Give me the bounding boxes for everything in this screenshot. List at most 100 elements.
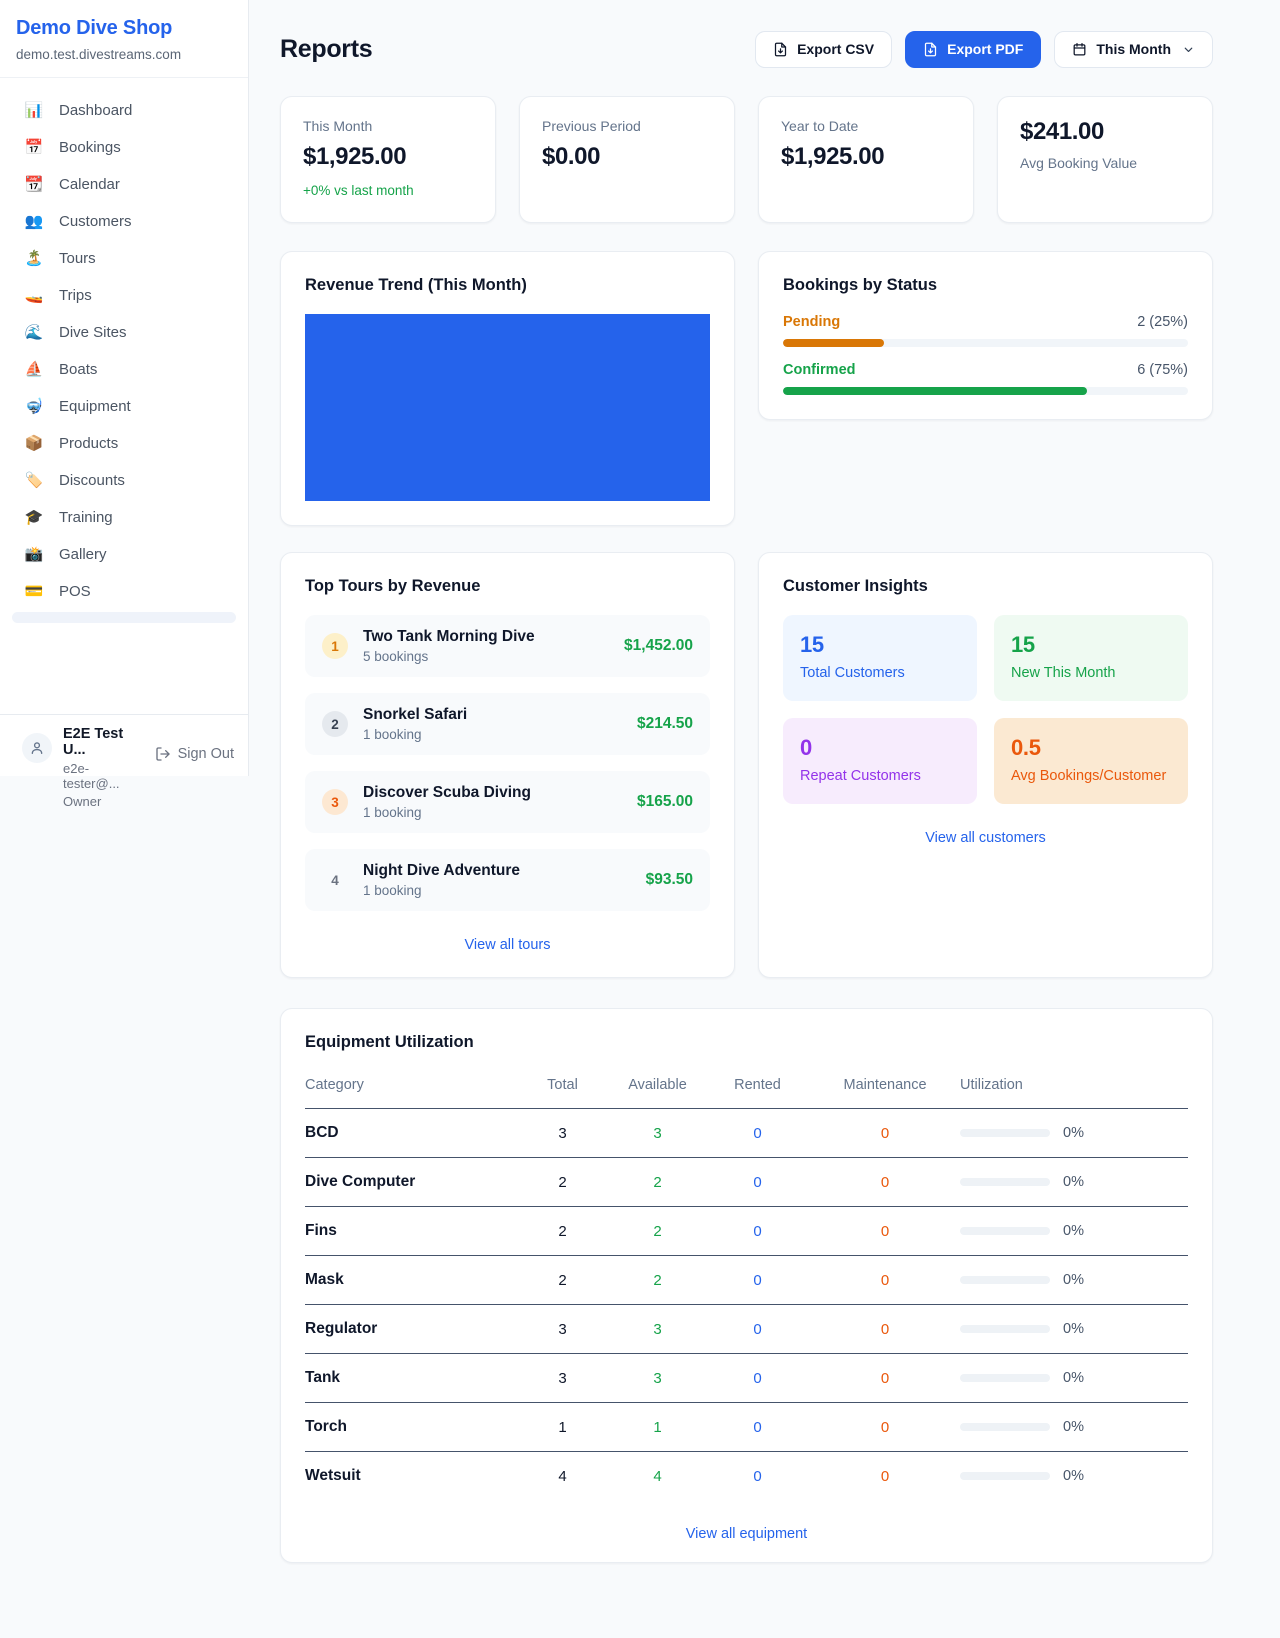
sidebar-item-bookings[interactable]: 📅 Bookings	[12, 129, 236, 166]
cell-total: 2	[515, 1255, 610, 1305]
cell-total: 2	[515, 1157, 610, 1207]
sidebar-item-pos[interactable]: 💳 POS	[12, 573, 236, 610]
nav-item-label: Tours	[59, 250, 96, 267]
nav-item-label: Gallery	[59, 546, 107, 563]
cell-category: Torch	[305, 1402, 515, 1452]
sidebar-item-reports-partial[interactable]	[12, 612, 236, 623]
stat-delta: +0% vs last month	[303, 183, 414, 198]
view-all-customers-link[interactable]: View all customers	[925, 830, 1046, 846]
period-select[interactable]: This Month	[1054, 30, 1213, 68]
cell-maintenance: 0	[810, 1108, 960, 1158]
cell-available: 3	[610, 1353, 705, 1403]
sidebar-item-dive-sites[interactable]: 🌊 Dive Sites	[12, 314, 236, 351]
utilization-cell: 0%	[960, 1125, 1188, 1141]
utilization-bar-track	[960, 1374, 1050, 1382]
status-bar-fill	[783, 339, 885, 347]
insight-value: 15	[800, 632, 824, 657]
utilization-bar-track	[960, 1178, 1050, 1186]
cell-category: Regulator	[305, 1304, 515, 1354]
utilization-bar-track	[960, 1472, 1050, 1480]
stat-label: Year to Date	[781, 118, 859, 134]
column-header-available: Available	[610, 1067, 705, 1109]
stat-card: This Month $1,925.00 +0% vs last month	[280, 96, 496, 223]
sign-out-label: Sign Out	[177, 746, 234, 762]
view-all-equipment-link[interactable]: View all equipment	[685, 1526, 808, 1542]
insight-tile: 0.5 Avg Bookings/Customer	[994, 718, 1188, 804]
sidebar-item-dashboard[interactable]: 📊 Dashboard	[12, 92, 236, 129]
utilization-bar-track	[960, 1276, 1050, 1284]
brand-domain: demo.test.divestreams.com	[16, 47, 182, 62]
tour-revenue: $93.50	[645, 871, 693, 888]
insight-label: Avg Bookings/Customer	[1011, 768, 1167, 784]
table-row: BCD 3 3 0 0 0%	[305, 1108, 1188, 1158]
cell-maintenance: 0	[810, 1206, 960, 1256]
nav-item-icon: 🎓	[24, 509, 44, 526]
cell-rented: 0	[705, 1157, 810, 1207]
status-bar-fill	[783, 387, 1087, 395]
cell-maintenance: 0	[810, 1157, 960, 1207]
status-row: Pending 2 (25%)	[783, 314, 1188, 347]
equipment-title: Equipment Utilization	[305, 1033, 474, 1051]
utilization-bar-track	[960, 1129, 1050, 1137]
nav-item-label: Products	[59, 435, 119, 452]
status-value: 2 (25%)	[1137, 314, 1188, 330]
insight-value: 0.5	[1011, 735, 1041, 760]
status-label: Confirmed	[783, 362, 856, 378]
nav-item-icon: 📸	[24, 546, 44, 563]
cell-rented: 0	[705, 1304, 810, 1354]
period-select-value: This Month	[1096, 41, 1171, 57]
export-csv-button[interactable]: Export CSV	[755, 30, 893, 68]
chevron-down-icon	[1184, 47, 1193, 52]
sidebar-item-gallery[interactable]: 📸 Gallery	[12, 536, 236, 573]
cell-available: 2	[610, 1206, 705, 1256]
brand-name: Demo Dive Shop	[16, 17, 173, 39]
cell-rented: 0	[705, 1353, 810, 1403]
bookings-status-card: Bookings by Status Pending 2 (25%) Confi…	[758, 251, 1213, 420]
tour-bookings: 1 booking	[363, 727, 422, 742]
utilization-percent: 0%	[1063, 1321, 1084, 1337]
sidebar-item-training[interactable]: 🎓 Training	[12, 499, 236, 536]
nav-item-label: Dive Sites	[59, 324, 127, 341]
view-all-tours-link[interactable]: View all tours	[464, 937, 551, 953]
top-tours-card: Top Tours by Revenue 1 Two Tank Morning …	[280, 552, 735, 978]
tours-list: 1 Two Tank Morning Dive 5 bookings $1,45…	[305, 615, 710, 911]
nav-item-label: POS	[59, 583, 91, 600]
nav-item-icon: 📆	[24, 176, 44, 193]
user-name: E2E Test U...	[63, 726, 124, 758]
column-header-utilization: Utilization	[960, 1067, 1188, 1109]
utilization-bar-track	[960, 1325, 1050, 1333]
sign-out-button[interactable]: Sign Out	[155, 746, 234, 762]
utilization-bar-track	[960, 1423, 1050, 1431]
insight-tile: 0 Repeat Customers	[783, 718, 977, 804]
export-pdf-button[interactable]: Export PDF	[905, 30, 1042, 68]
status-rows: Pending 2 (25%) Confirmed 6 (75%)	[783, 314, 1188, 395]
export-csv-label: Export CSV	[797, 41, 875, 57]
nav-item-label: Boats	[59, 361, 98, 378]
status-bar-track	[783, 387, 1188, 395]
nav-item-icon: 💳	[24, 583, 44, 600]
cell-total: 3	[515, 1304, 610, 1354]
stat-value: $0.00	[542, 143, 601, 170]
stat-value: $1,925.00	[303, 143, 407, 170]
utilization-percent: 0%	[1063, 1272, 1084, 1288]
nav-item-label: Training	[59, 509, 113, 526]
sidebar-item-trips[interactable]: 🚤 Trips	[12, 277, 236, 314]
user-role: Owner	[63, 794, 102, 809]
sidebar-item-discounts[interactable]: 🏷️ Discounts	[12, 462, 236, 499]
sidebar-item-boats[interactable]: ⛵ Boats	[12, 351, 236, 388]
user-info: E2E Test U... e2e-tester@... Owner	[63, 724, 144, 809]
utilization-cell: 0%	[960, 1272, 1188, 1288]
sidebar-item-customers[interactable]: 👥 Customers	[12, 203, 236, 240]
cell-available: 1	[610, 1402, 705, 1452]
charts-row: Revenue Trend (This Month) Bookings by S…	[280, 251, 1213, 526]
sidebar-item-products[interactable]: 📦 Products	[12, 425, 236, 462]
table-row: Regulator 3 3 0 0 0%	[305, 1304, 1188, 1354]
sidebar-item-tours[interactable]: 🏝️ Tours	[12, 240, 236, 277]
sidebar-item-equipment[interactable]: 🤿 Equipment	[12, 388, 236, 425]
sidebar-item-calendar[interactable]: 📆 Calendar	[12, 166, 236, 203]
cell-rented: 0	[705, 1402, 810, 1452]
tour-row: 3 Discover Scuba Diving 1 booking $165.0…	[305, 771, 710, 833]
cell-category: Mask	[305, 1255, 515, 1305]
person-icon	[31, 742, 43, 754]
cell-rented: 0	[753, 1467, 762, 1485]
